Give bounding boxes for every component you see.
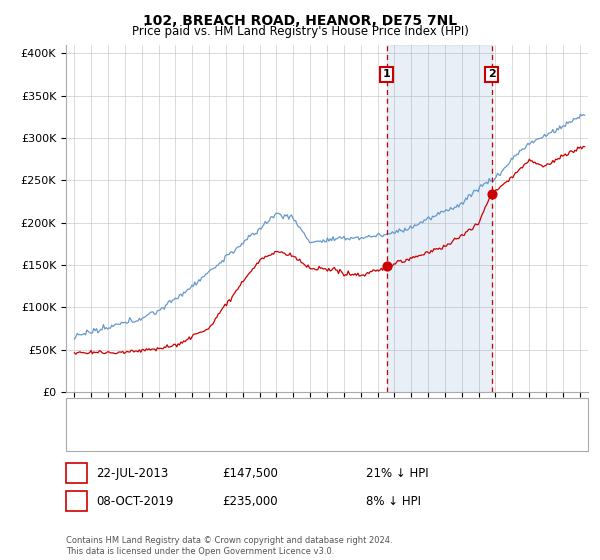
Text: 2: 2 — [73, 496, 80, 506]
Text: 1: 1 — [383, 69, 391, 80]
Text: ─────: ───── — [78, 408, 112, 418]
Text: 22-JUL-2013: 22-JUL-2013 — [96, 466, 168, 480]
Text: 102, BREACH ROAD, HEANOR, DE75 7NL: 102, BREACH ROAD, HEANOR, DE75 7NL — [143, 14, 457, 28]
Text: HPI: Average price, detached house, Amber Valley: HPI: Average price, detached house, Ambe… — [120, 432, 382, 442]
Text: 08-OCT-2019: 08-OCT-2019 — [96, 494, 173, 508]
Bar — [387, 45, 491, 392]
Point — [382, 262, 392, 270]
Text: Price paid vs. HM Land Registry's House Price Index (HPI): Price paid vs. HM Land Registry's House … — [131, 25, 469, 38]
Text: 102, BREACH ROAD, HEANOR, DE75 7NL (detached house): 102, BREACH ROAD, HEANOR, DE75 7NL (deta… — [120, 408, 427, 418]
Text: 1: 1 — [73, 468, 80, 478]
Text: 21% ↓ HPI: 21% ↓ HPI — [366, 466, 428, 480]
Text: ─────: ───── — [78, 432, 112, 442]
Text: Contains HM Land Registry data © Crown copyright and database right 2024.
This d: Contains HM Land Registry data © Crown c… — [66, 536, 392, 556]
Text: 2: 2 — [488, 69, 496, 80]
Point — [487, 189, 497, 198]
Text: £147,500: £147,500 — [222, 466, 278, 480]
Text: £235,000: £235,000 — [222, 494, 278, 508]
Text: 8% ↓ HPI: 8% ↓ HPI — [366, 494, 421, 508]
